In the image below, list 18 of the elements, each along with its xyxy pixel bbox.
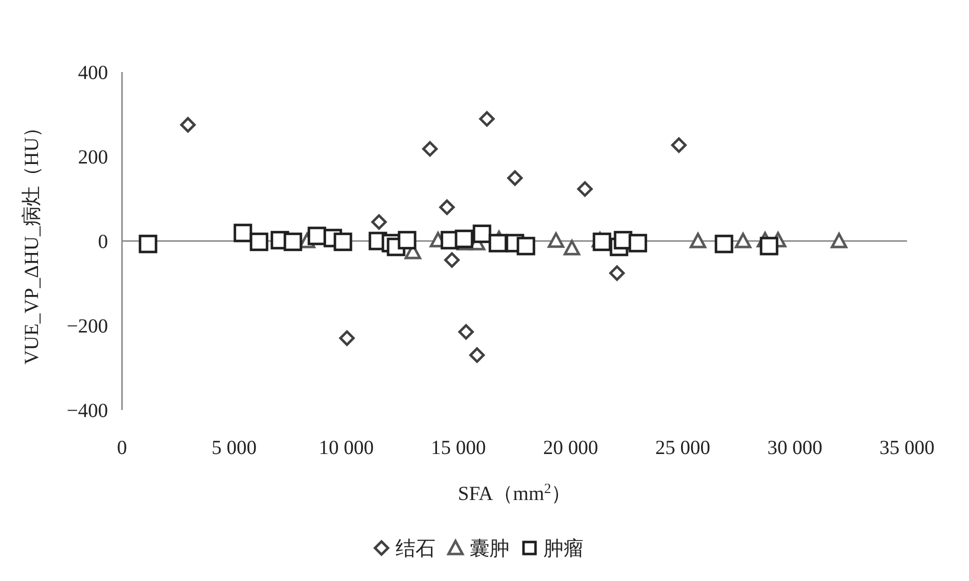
x-tick-label: 5 000 — [212, 437, 257, 459]
x-tick-label: 10 000 — [318, 437, 374, 459]
y-tick-label: −400 — [66, 400, 108, 422]
x-axis-title: SFA（mm$^{2}$） — [458, 482, 572, 505]
x-tick-label: 25 000 — [655, 437, 710, 459]
legend-label: 囊肿 — [470, 536, 510, 560]
y-tick-label: 0 — [98, 231, 108, 253]
x-tick-label: 30 000 — [767, 437, 822, 459]
legend-label: 肿瘤 — [544, 536, 584, 560]
legend-label: 结石 — [396, 536, 436, 560]
x-tick-label: 20 000 — [543, 437, 598, 459]
x-tick-label: 0 — [117, 437, 127, 459]
y-tick-label: 400 — [78, 62, 108, 84]
y-tick-label: −200 — [66, 316, 108, 338]
x-tick-label: 15 000 — [430, 437, 486, 459]
x-tick-label: 35 000 — [880, 437, 934, 459]
y-axis-title: VUE_VP_ΔHU_病灶（HU） — [21, 117, 43, 365]
y-tick-label: 200 — [78, 146, 108, 168]
